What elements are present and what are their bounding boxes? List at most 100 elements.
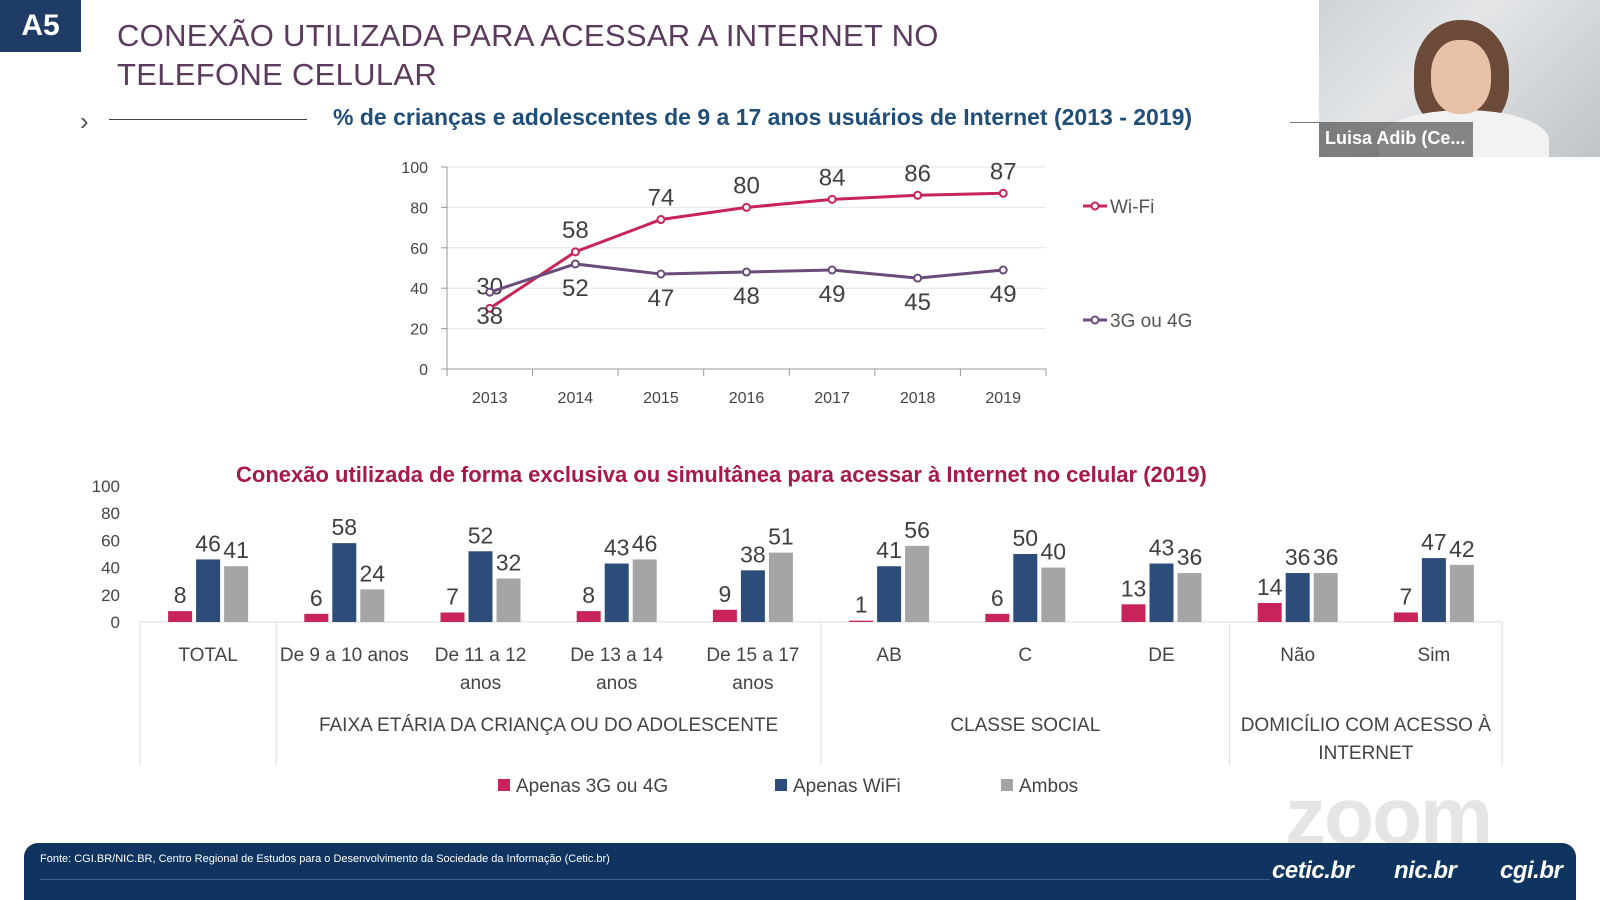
participant-face [1431,40,1491,114]
bar-Ambos [496,578,521,622]
line-x-tick-label: 2015 [643,390,679,407]
bar-Ambos [360,589,385,622]
bar-category-label: De 11 a 12 [435,645,527,666]
cetic-logo: cetic.br [1272,857,1354,884]
line-data-label: 80 [733,172,760,199]
bar-data-label: 40 [1041,539,1067,565]
bar-Apenas WiFi [332,543,357,622]
bar-data-label: 7 [446,583,459,609]
bar-data-label: 6 [310,585,323,611]
line-legend-label: 3G ou 4G [1110,311,1192,332]
bar-Apenas 3G ou 4G [849,620,874,622]
bar-category-label: De 9 a 10 anos [280,645,409,666]
line-data-label: 48 [733,283,760,310]
line-point [485,303,495,313]
bar-Apenas 3G ou 4G [1257,602,1282,622]
line-chart-title: % de crianças e adolescentes de 9 a 17 a… [333,104,1193,130]
line-point [485,287,495,297]
bar-Ambos [632,559,657,622]
bar-data-label: 8 [174,582,187,608]
line-data-label: 45 [904,289,931,316]
footer-divider [40,879,1270,880]
bar-data-label: 32 [496,549,522,575]
bar-data-label: 43 [604,535,630,561]
line-y-tick-label: 40 [410,281,428,298]
line-x-tick-label: 2017 [814,390,850,407]
bar-y-tick-label: 0 [111,613,120,632]
line-data-label: 84 [819,164,846,191]
line-point [570,247,580,257]
line-point [742,267,751,277]
line-point [827,265,837,275]
bar-legend-swatch [1001,779,1013,791]
bar-legend-swatch [498,779,510,791]
bar-chart-title: Conexão utilizada de forma exclusiva ou … [236,462,1207,487]
bar-legend-label: Apenas WiFi [793,776,901,797]
bar-group-label: DOMICÍLIO COM ACESSO À [1241,715,1492,736]
bar-legend-label: Apenas 3G ou 4G [516,776,668,797]
line-data-label: 58 [562,217,589,244]
bar-data-label: 41 [223,537,249,563]
bar-data-label: 9 [719,581,732,607]
bar-Apenas WiFi [1013,554,1038,622]
bar-category-label: anos [732,673,773,694]
bar-data-label: 52 [468,522,494,548]
bar-category-label: anos [460,673,501,694]
bar-data-label: 8 [582,582,595,608]
bar-Ambos [1177,573,1202,622]
bar-data-label: 51 [768,524,794,550]
line-y-tick-label: 20 [410,322,428,339]
bar-data-label: 47 [1421,529,1447,555]
slide-title-line-1: CONEXÃO UTILIZADA PARA ACESSAR A INTERNE… [117,18,939,53]
bar-Apenas WiFi [604,563,629,622]
bar-data-label: 36 [1313,544,1339,570]
line-point [998,188,1008,198]
bar-y-tick-label: 100 [92,477,120,496]
slide-title: CONEXÃO UTILIZADA PARA ACESSAR A INTERNE… [117,16,1117,94]
bar-data-label: 43 [1149,535,1175,561]
bar-Apenas WiFi [1149,563,1174,622]
bar-category-label: De 13 a 14 [570,645,663,666]
slide-title-line-2: TELEFONE CELULAR [117,57,438,92]
bar-data-label: 14 [1257,574,1283,600]
bar-group-label: CLASSE SOCIAL [950,715,1100,736]
participant-shoulders [1379,110,1549,157]
bar-Ambos [1313,573,1338,622]
line-y-tick-label: 60 [410,241,428,258]
bar-Apenas 3G ou 4G [304,613,329,622]
bar-Ambos [1041,567,1066,622]
bar-category-label: TOTAL [178,645,237,666]
bar-Apenas WiFi [740,570,765,622]
bar-y-tick-label: 60 [101,531,120,550]
bar-category-label: C [1018,645,1032,666]
line-chart: 0 20 40 60 80 100 2013 2014 2015 2016 2017 2018 2019… [401,158,1192,407]
bar-Apenas 3G ou 4G [168,611,193,622]
line-data-label: 49 [819,281,846,308]
line-x-tick-label: 2018 [900,390,936,407]
line-data-label: 52 [562,275,589,302]
bar-legend-swatch [775,779,787,791]
bar-data-label: 38 [740,541,766,567]
line-data-label: 47 [648,285,675,312]
line-y-tick-label: 100 [401,160,428,177]
bar-data-label: 58 [332,514,358,540]
bar-Apenas WiFi [1285,573,1310,622]
line-point [656,269,666,279]
bar-Apenas 3G ou 4G [985,613,1010,622]
line-point [998,265,1008,275]
bar-data-label: 6 [991,585,1004,611]
bar-category-label: AB [876,645,901,666]
bar-Ambos [1449,564,1474,622]
bar-data-label: 24 [360,560,386,586]
webcam-tile[interactable]: Luisa Adib (Ce... [1319,0,1600,157]
line-point [913,273,923,283]
bar-y-tick-label: 40 [101,559,120,578]
bar-category-label: DE [1148,645,1174,666]
line-data-label: 38 [476,303,503,330]
bar-category-label: De 15 a 17 [706,645,799,666]
bar-y-tick-label: 80 [101,504,120,523]
bar-data-label: 50 [1013,525,1039,551]
line-point [913,190,923,200]
line-x-tick-label: 2013 [472,390,508,407]
